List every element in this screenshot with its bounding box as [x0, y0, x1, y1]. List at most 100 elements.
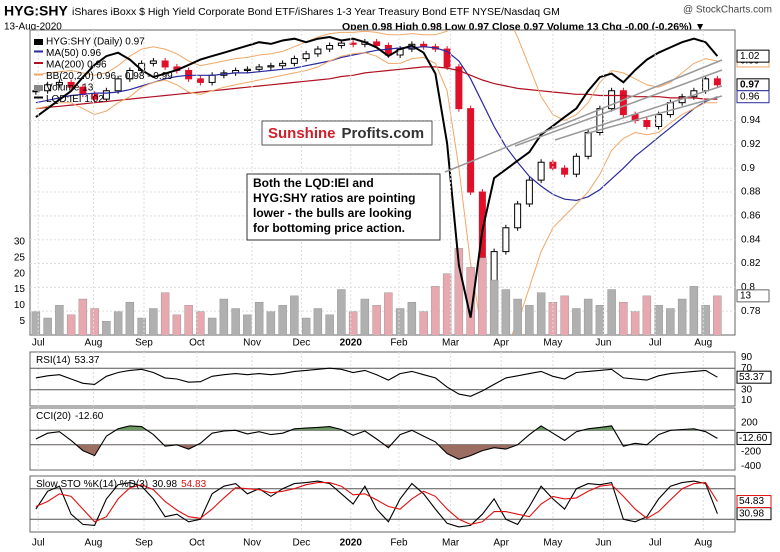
y-tick-label: 70 — [741, 363, 753, 374]
volume-bar — [325, 314, 334, 335]
candle — [702, 78, 710, 92]
last-value-label: 0.96 — [740, 91, 760, 102]
volume-bar — [137, 317, 146, 335]
volume-bar — [619, 301, 628, 335]
y-tick-label: 0.78 — [741, 306, 761, 317]
candle — [584, 131, 592, 157]
legend-label: MA(200) 0.96 — [46, 60, 107, 71]
candle — [525, 179, 533, 205]
x-tick-label: Mar — [442, 338, 460, 349]
date: 13-Aug-2020 — [4, 22, 62, 33]
y-tick-label: 0.84 — [741, 234, 761, 245]
trend-line — [554, 85, 723, 141]
y-tick-label: 30 — [741, 384, 753, 395]
volume-bar — [395, 308, 405, 335]
last-value-box — [736, 90, 770, 104]
indicator-value: 30.98 — [152, 479, 177, 490]
candle — [643, 120, 651, 128]
candle — [267, 65, 275, 68]
y-tick-label: 0.86 — [741, 211, 761, 222]
last-value-box — [736, 495, 772, 509]
legend-label: HYG:SHY (Daily) 0.97 — [46, 37, 145, 48]
x-tick-label: Aug — [694, 538, 712, 549]
volume-bar — [454, 248, 464, 335]
volume-bar — [536, 292, 546, 335]
legend-label: Volume 13 — [46, 83, 94, 94]
candle — [161, 60, 169, 68]
annotation-text: for bottoming price action. — [253, 221, 405, 235]
volume-bar — [31, 311, 41, 335]
last-value-box — [736, 370, 772, 384]
x-tick-label: Nov — [243, 538, 261, 549]
candle — [185, 70, 193, 80]
legend-label: MA(50) 0.96 — [46, 48, 101, 59]
candle — [455, 66, 463, 110]
candle — [713, 78, 721, 86]
candle — [279, 62, 287, 67]
legend-swatch — [34, 62, 43, 64]
x-tick-label: Jul — [649, 338, 662, 349]
y-tick-label: 90 — [741, 352, 753, 363]
volume-bar — [489, 279, 499, 335]
x-tick-label: Aug — [694, 338, 712, 349]
candle — [196, 78, 204, 83]
legend-swatch — [34, 96, 43, 99]
volume-tick-label: 15 — [14, 284, 26, 295]
y-tick-label: 0.94 — [741, 115, 761, 126]
volume-tick-label: 20 — [14, 268, 26, 279]
volume-bar — [348, 311, 358, 335]
candle — [537, 161, 545, 181]
indicator-value: 54.83 — [181, 479, 206, 490]
candle — [208, 74, 216, 83]
annotation-text: Both the LQD:IEI and — [253, 176, 374, 190]
volume-bar — [501, 289, 511, 335]
volume-bar — [384, 292, 393, 335]
y-tick-label: 0.82 — [741, 258, 761, 269]
x-tick-label: Oct — [189, 338, 205, 349]
candle — [326, 44, 334, 50]
indicator-line — [35, 367, 718, 397]
volume-bar — [572, 308, 581, 335]
volume-bar — [583, 298, 593, 335]
candle — [243, 68, 251, 72]
volume-bar — [172, 314, 182, 335]
volume-bar — [701, 305, 710, 335]
volume-bar — [607, 289, 616, 335]
x-tick-label: Apr — [493, 338, 509, 349]
source: @ StockCharts.com — [683, 5, 772, 16]
candle — [561, 167, 569, 175]
trend-line — [444, 59, 723, 173]
brand-part: Sunshine — [268, 125, 336, 142]
indicator-line — [35, 482, 718, 525]
y-tick-label: 0.8 — [741, 282, 755, 293]
indicator-value: -12.60 — [75, 411, 104, 422]
candle — [255, 66, 263, 70]
last-value-box — [736, 289, 770, 303]
last-value-label: 53.37 — [739, 372, 764, 383]
last-value-label: 30.98 — [739, 508, 764, 519]
y-tick-label: 10 — [741, 395, 753, 406]
volume-bar — [43, 317, 52, 335]
volume-bar — [337, 289, 346, 335]
x-tick-label: Jul — [32, 338, 45, 349]
candle — [572, 155, 580, 175]
legend-swatch — [34, 85, 43, 91]
indicator-name: Slow STO %K(14) %D(3) — [36, 479, 148, 490]
last-value-label: 54.83 — [739, 496, 764, 507]
volume-bar — [125, 301, 135, 335]
candle — [666, 102, 674, 116]
indicator — [30, 425, 735, 460]
volume-bar — [254, 301, 264, 335]
volume-bar — [207, 317, 217, 335]
volume-tick-label: 30 — [14, 237, 26, 248]
chart-subtitle: iShares iBoxx $ High Yield Corporate Bon… — [72, 6, 560, 18]
y-tick-label: 0.92 — [741, 139, 761, 150]
legend-swatch — [34, 50, 43, 53]
brand-part: Profits.com — [342, 125, 425, 142]
volume-bar — [419, 311, 428, 335]
x-tick-label: Dec — [293, 338, 311, 349]
cci-panel — [29, 407, 736, 471]
candle — [114, 78, 122, 92]
trend-line — [514, 69, 723, 147]
candle — [349, 42, 357, 45]
